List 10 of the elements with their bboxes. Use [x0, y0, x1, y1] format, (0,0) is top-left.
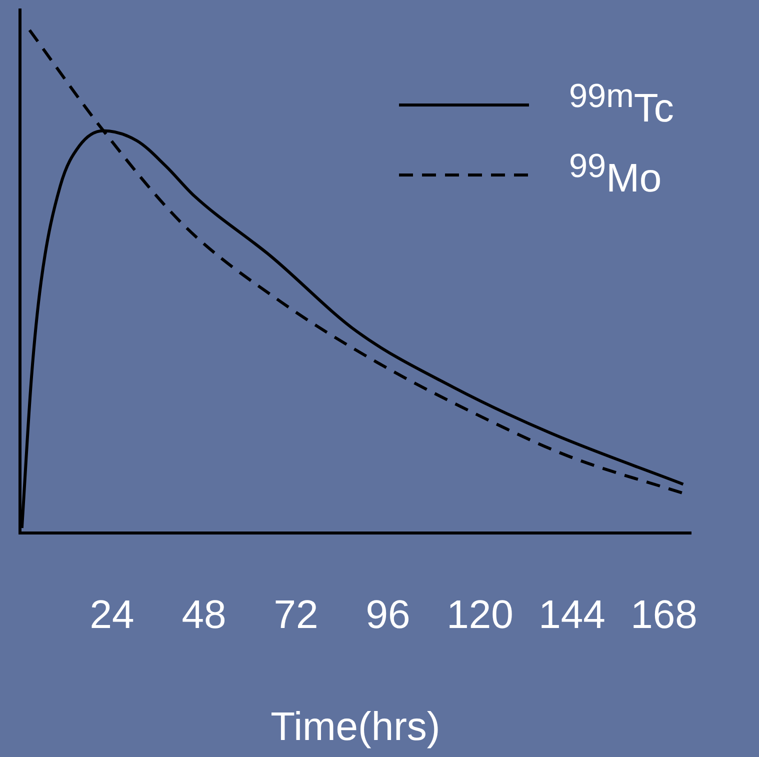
- legend-label: $^{99}$Mo: [569, 148, 663, 202]
- x-tick-label: 96: [366, 593, 410, 638]
- x-axis-title: Time(hrs): [270, 705, 440, 750]
- x-tick-label: 72: [274, 593, 318, 638]
- x-tick-label: 24: [90, 593, 134, 638]
- x-tick-label: 48: [182, 593, 226, 638]
- x-tick-label: 120: [446, 593, 514, 638]
- legend-label: $^{99m}$Tc: [569, 78, 675, 132]
- x-tick-label: 168: [630, 593, 698, 638]
- x-tick-label: 144: [538, 593, 606, 638]
